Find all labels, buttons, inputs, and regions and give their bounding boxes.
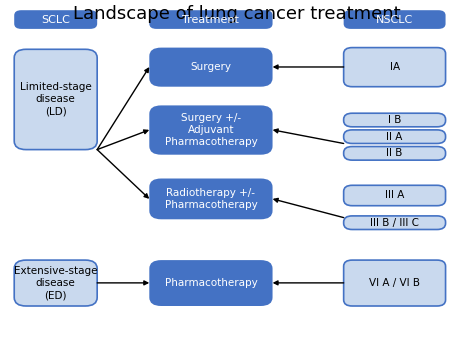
Text: NSCLC: NSCLC (376, 15, 413, 24)
Text: II B: II B (386, 148, 403, 158)
Text: III B / III C: III B / III C (370, 218, 419, 228)
FancyBboxPatch shape (14, 49, 97, 150)
FancyBboxPatch shape (344, 216, 446, 230)
Text: Pharmacotherapy: Pharmacotherapy (164, 278, 257, 288)
Text: Limited-stage
disease
(LD): Limited-stage disease (LD) (20, 82, 91, 117)
FancyBboxPatch shape (344, 260, 446, 306)
Text: Surgery +/-
Adjuvant
Pharmacotherapy: Surgery +/- Adjuvant Pharmacotherapy (164, 113, 257, 148)
Text: Radiotherapy +/-
Pharmacotherapy: Radiotherapy +/- Pharmacotherapy (164, 188, 257, 210)
Text: Treatment: Treatment (182, 15, 239, 24)
Text: Surgery: Surgery (191, 62, 231, 72)
FancyBboxPatch shape (149, 48, 273, 87)
FancyBboxPatch shape (344, 48, 446, 87)
FancyBboxPatch shape (344, 185, 446, 206)
FancyBboxPatch shape (344, 147, 446, 160)
Text: IA: IA (390, 62, 400, 72)
FancyBboxPatch shape (14, 10, 97, 29)
FancyBboxPatch shape (344, 10, 446, 29)
FancyBboxPatch shape (149, 10, 273, 29)
Text: II A: II A (386, 132, 403, 142)
FancyBboxPatch shape (14, 260, 97, 306)
FancyBboxPatch shape (149, 260, 273, 306)
Text: SCLC: SCLC (41, 15, 70, 24)
FancyBboxPatch shape (149, 178, 273, 219)
Text: VI A / VI B: VI A / VI B (369, 278, 420, 288)
FancyBboxPatch shape (344, 130, 446, 143)
FancyBboxPatch shape (344, 113, 446, 127)
Text: I B: I B (388, 115, 401, 125)
FancyBboxPatch shape (149, 105, 273, 155)
Text: Landscape of lung cancer treatment: Landscape of lung cancer treatment (73, 5, 401, 23)
Text: III A: III A (385, 190, 404, 201)
Text: Extensive-stage
disease
(ED): Extensive-stage disease (ED) (14, 266, 98, 301)
